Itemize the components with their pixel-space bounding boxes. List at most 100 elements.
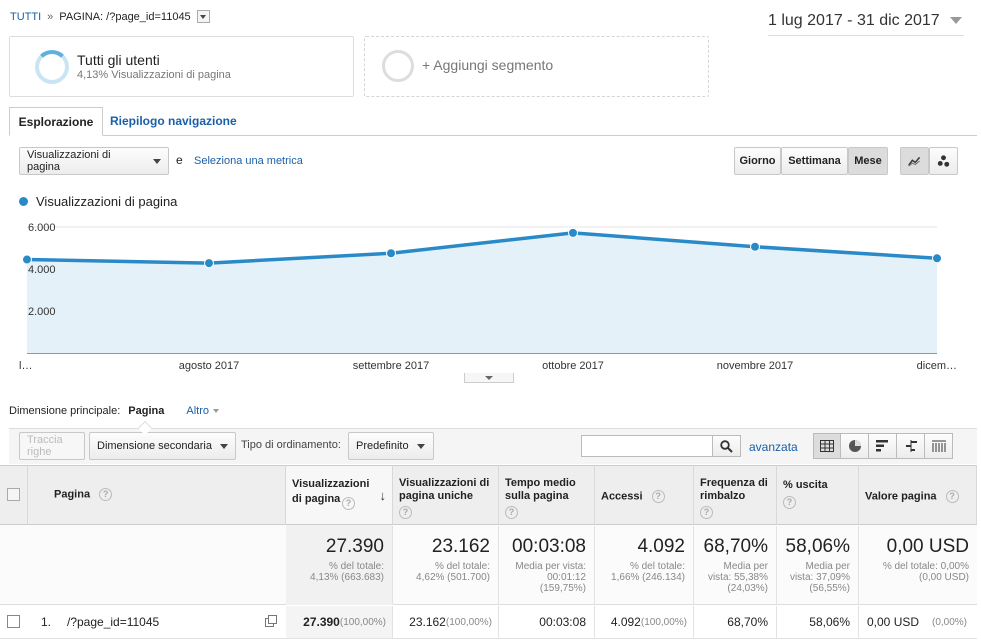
- breadcrumb-current: PAGINA: /?page_id=11045: [59, 10, 191, 23]
- motion-chart-button[interactable]: [929, 147, 958, 175]
- table-header-bg: [0, 465, 977, 525]
- breadcrumb: TUTTI » PAGINA: /?page_id=11045: [10, 10, 210, 23]
- x-tick-label: l…: [19, 360, 32, 372]
- total-unique-value: 23.162: [431, 536, 490, 557]
- row-time-value: 00:03:08: [539, 615, 586, 629]
- total-entrances-line1: % del totale:: [629, 561, 685, 572]
- metric-conjunction: e: [176, 153, 183, 167]
- help-icon[interactable]: ?: [945, 490, 959, 503]
- chevron-down-icon: [416, 443, 425, 449]
- chart-legend: Visualizzazioni di pagina: [19, 194, 177, 209]
- total-pageviews: 27.390 % del totale: 4,13% (663.683): [286, 526, 393, 604]
- total-time-line2: 00:01:12: [547, 572, 586, 583]
- view-switcher: [813, 433, 953, 459]
- tab-esplorazione-label: Esplorazione: [18, 114, 94, 129]
- track-rows-button[interactable]: Traccia righe: [19, 432, 85, 460]
- chevron-down-icon: [212, 409, 219, 413]
- help-icon[interactable]: ?: [342, 497, 355, 510]
- pivot-view-icon: [931, 440, 946, 452]
- primary-dimension-value[interactable]: Pagina: [128, 405, 165, 417]
- data-point: [204, 258, 214, 269]
- column-header-pageviews[interactable]: Visualizzazioni di pagina ? ↓: [286, 465, 393, 525]
- column-bounce-label: Frequenza di rimbalzo: [700, 477, 768, 502]
- help-icon[interactable]: ?: [399, 506, 412, 519]
- row-checkbox[interactable]: [7, 615, 20, 628]
- column-header-unique-pageviews[interactable]: Visualizzazioni di pagina uniche ?: [393, 465, 499, 525]
- date-range-picker[interactable]: 1 lug 2017 - 31 dic 2017: [768, 6, 964, 36]
- tab-riepilogo-navigazione[interactable]: Riepilogo navigazione: [110, 114, 237, 128]
- totals-row-pageviews-bg: [286, 525, 393, 605]
- column-header-entrances[interactable]: Accessi ?: [595, 465, 694, 525]
- total-page-value-value: 0,00 USD: [886, 536, 969, 557]
- chart-collapse-handle[interactable]: [464, 373, 514, 383]
- column-header-avg-time[interactable]: Tempo medio sulla pagina ?: [499, 465, 595, 525]
- bar-view-button[interactable]: [869, 433, 897, 459]
- breadcrumb-root-link[interactable]: TUTTI: [10, 10, 42, 23]
- series-line: [26, 231, 938, 265]
- sort-type-select[interactable]: Predefinito: [348, 432, 434, 460]
- total-page-value: 0,00 USD % del totale: 0,00% (0,00 USD): [859, 526, 977, 604]
- column-header-page-value[interactable]: Valore pagina ?: [859, 465, 977, 525]
- data-point: [568, 227, 578, 238]
- row-time: 00:03:08: [499, 606, 595, 638]
- x-tick-label: ottobre 2017: [542, 360, 604, 372]
- select-metric-link[interactable]: Seleziona una metrica: [194, 155, 303, 167]
- tab-esplorazione[interactable]: Esplorazione: [9, 107, 103, 136]
- row-unique-value: 23.162: [409, 615, 446, 629]
- pageviews-chart: 6.000 4.000 2.000 l… agosto 2017 settembre 20…: [19, 222, 957, 372]
- row-entrances: 4.092 (100,00%): [595, 606, 694, 638]
- y-tick-label: 2.000: [28, 306, 56, 318]
- total-exit: 58,06% Media per vista: 37,09% (56,55%): [777, 526, 859, 604]
- comparison-view-button[interactable]: [897, 433, 925, 459]
- primary-dimension-other[interactable]: Altro: [186, 405, 219, 417]
- column-header-pagina[interactable]: Pagina ?: [28, 465, 286, 525]
- search-button[interactable]: [712, 435, 741, 457]
- help-icon[interactable]: ?: [700, 506, 713, 519]
- help-icon[interactable]: ?: [99, 488, 113, 501]
- advanced-filter-link[interactable]: avanzata: [749, 440, 798, 454]
- column-entrances-label: Accessi: [601, 490, 643, 503]
- open-page-icon[interactable]: [265, 615, 277, 627]
- x-tick-label: novembre 2017: [717, 360, 793, 372]
- row-page-value-pct: (0,00%): [931, 616, 967, 628]
- row-index: 1.: [41, 615, 52, 629]
- x-tick-label: dicem…: [917, 360, 957, 372]
- segment-ring-icon: [35, 50, 69, 84]
- table-view-button[interactable]: [813, 433, 841, 459]
- column-unique-label: Visualizzazioni di pagina uniche: [399, 477, 490, 502]
- metric-select[interactable]: Visualizzazioni di pagina: [19, 147, 169, 175]
- granularity-day-button[interactable]: Giorno: [734, 147, 781, 175]
- chevron-down-icon: [219, 443, 228, 449]
- secondary-dimension-select[interactable]: Dimensione secondaria: [89, 432, 236, 460]
- column-header-exit[interactable]: % uscita ?: [777, 465, 859, 525]
- table-search-input[interactable]: [581, 435, 713, 457]
- granularity-month-button[interactable]: Mese: [848, 147, 888, 175]
- motion-chart-icon: [937, 155, 950, 167]
- help-icon[interactable]: ?: [651, 490, 665, 503]
- pie-view-button[interactable]: [841, 433, 869, 459]
- data-point: [932, 253, 942, 264]
- add-segment-card[interactable]: + Aggiungi segmento: [364, 36, 709, 97]
- total-page-value-line2: (0,00 USD): [918, 572, 969, 583]
- tab-bar-line: [9, 135, 977, 136]
- pivot-view-button[interactable]: [925, 433, 953, 459]
- chevron-down-icon: [153, 158, 161, 164]
- data-point: [22, 254, 32, 265]
- column-pageviews-label: Visualizzazioni di pagina: [292, 478, 370, 505]
- table-row: [0, 605, 977, 639]
- column-header-bounce-rate[interactable]: Frequenza di rimbalzo ?: [694, 465, 777, 525]
- granularity-week-button[interactable]: Settimana: [781, 147, 848, 175]
- add-segment-label: + Aggiungi segmento: [422, 57, 554, 73]
- line-chart-button[interactable]: [900, 147, 929, 175]
- help-icon[interactable]: ?: [505, 506, 518, 519]
- segment-card-active[interactable]: Tutti gli utenti 4,13% Visualizzazioni d…: [9, 36, 354, 97]
- breadcrumb-dropdown-icon[interactable]: [196, 10, 210, 23]
- help-icon[interactable]: ?: [783, 496, 796, 509]
- row-pageviews: 27.390 (100,00%): [286, 606, 393, 638]
- totals-row-bg: [0, 525, 977, 605]
- select-all-checkbox[interactable]: [7, 488, 20, 501]
- row-entrances-value: 4.092: [610, 615, 641, 629]
- row-page-value: 0,00 USD (0,00%): [859, 606, 977, 638]
- bar-view-icon: [875, 440, 888, 452]
- row-page-link[interactable]: /?page_id=11045: [67, 615, 160, 629]
